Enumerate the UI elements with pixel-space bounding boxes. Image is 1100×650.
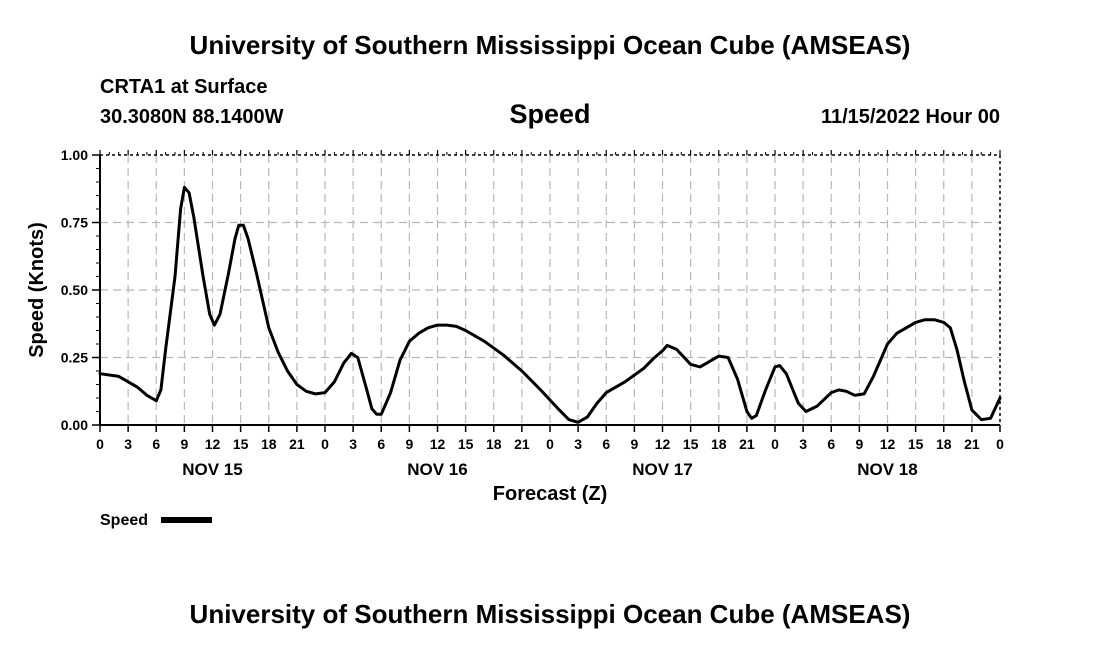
- x-tick-label: 9: [405, 436, 413, 452]
- day-label: NOV 17: [632, 460, 692, 479]
- x-tick-label: 9: [630, 436, 638, 452]
- y-tick-label: 0.25: [61, 350, 88, 366]
- x-tick-label: 0: [771, 436, 779, 452]
- x-tick-label: 18: [261, 436, 277, 452]
- x-tick-label: 6: [377, 436, 385, 452]
- x-tick-label: 3: [574, 436, 582, 452]
- legend-swatch: [161, 517, 212, 523]
- x-tick-label: 12: [655, 436, 671, 452]
- y-tick-label: 1.00: [61, 147, 88, 163]
- x-tick-label: 0: [996, 436, 1004, 452]
- x-tick-label: 9: [855, 436, 863, 452]
- station-label: CRTA1 at Surface: [100, 76, 268, 98]
- x-tick-label: 21: [289, 436, 305, 452]
- x-tick-label: 0: [96, 436, 104, 452]
- y-tick-label: 0.75: [61, 215, 88, 231]
- x-tick-label: 21: [514, 436, 530, 452]
- x-tick-label: 12: [205, 436, 221, 452]
- x-tick-label: 21: [964, 436, 980, 452]
- series-layer: [98, 185, 1002, 424]
- x-tick-label: 18: [711, 436, 727, 452]
- legend-label: Speed: [100, 512, 148, 529]
- day-label: NOV 16: [407, 460, 467, 479]
- x-tick-label: 6: [152, 436, 160, 452]
- x-tick-label: 12: [880, 436, 896, 452]
- x-tick-label: 15: [683, 436, 699, 452]
- bottom-title: University of Southern Mississippi Ocean…: [189, 599, 911, 629]
- day-label: NOV 18: [857, 460, 917, 479]
- x-tick-label: 21: [739, 436, 755, 452]
- y-tick-label: 0.50: [61, 282, 88, 298]
- grid-lines: [100, 155, 1000, 425]
- variable-title: Speed: [509, 99, 591, 129]
- x-tick-label: 15: [458, 436, 474, 452]
- location-label: 30.3080N 88.1400W: [100, 106, 284, 128]
- x-tick-label: 6: [602, 436, 610, 452]
- axis-labels: 0.00 0.25 0.50 0.75 1.00 0 3 6 9 12 15 18 21 0 3 6 9 12 15…: [61, 147, 1004, 479]
- axes: [92, 150, 1001, 432]
- date-label: 11/15/2022 Hour 00: [820, 106, 1000, 128]
- series-line-speed: [98, 185, 1002, 424]
- x-tick-label: 3: [799, 436, 807, 452]
- top-title: University of Southern Mississippi Ocean…: [189, 30, 911, 60]
- x-tick-label: 0: [321, 436, 329, 452]
- x-tick-label: 3: [124, 436, 132, 452]
- x-tick-label: 9: [180, 436, 188, 452]
- x-tick-label: 18: [936, 436, 952, 452]
- x-tick-label: 18: [486, 436, 502, 452]
- x-tick-label: 3: [349, 436, 357, 452]
- day-label: NOV 15: [182, 460, 242, 479]
- x-tick-label: 15: [908, 436, 924, 452]
- x-tick-label: 0: [546, 436, 554, 452]
- x-tick-label: 12: [430, 436, 446, 452]
- y-axis-title: Speed (Knots): [26, 222, 48, 358]
- y-tick-label: 0.00: [61, 417, 88, 433]
- x-tick-label: 15: [233, 436, 249, 452]
- legend: Speed: [100, 512, 212, 529]
- x-axis-title: Forecast (Z): [493, 483, 607, 505]
- x-tick-label: 6: [827, 436, 835, 452]
